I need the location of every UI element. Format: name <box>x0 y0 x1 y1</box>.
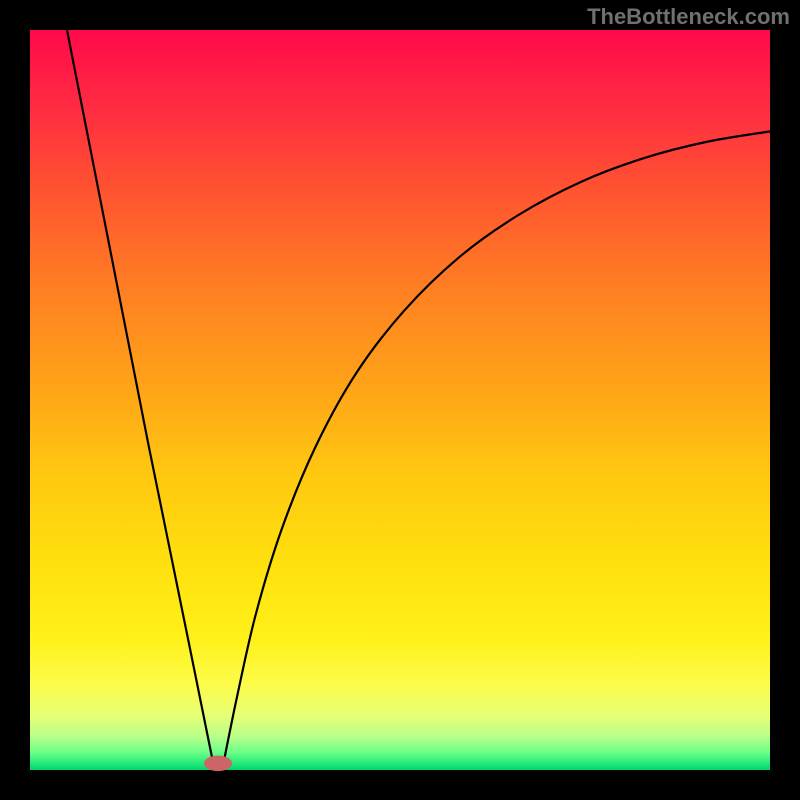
watermark: TheBottleneck.com <box>587 4 790 29</box>
plot-background <box>30 30 770 770</box>
bottleneck-chart: TheBottleneck.com <box>0 0 800 800</box>
chart-container: { "watermark": { "text": "TheBottleneck.… <box>0 0 800 800</box>
minimum-marker <box>204 756 232 772</box>
